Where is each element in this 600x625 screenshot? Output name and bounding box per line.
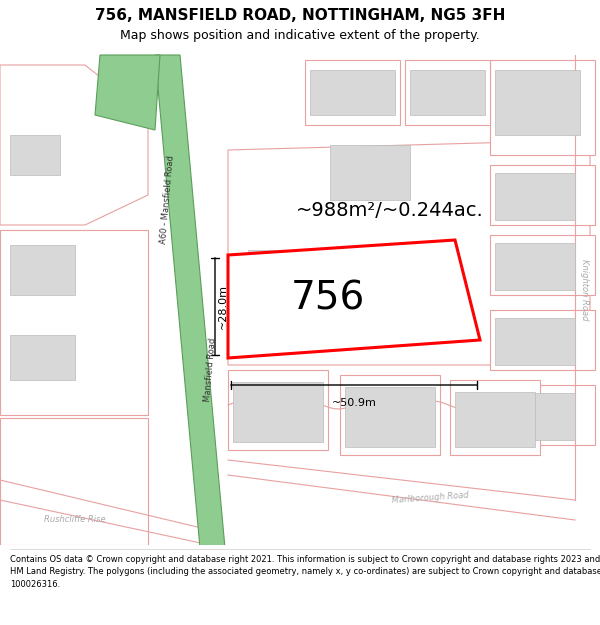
Polygon shape <box>490 60 595 155</box>
Bar <box>495 318 575 365</box>
Text: 756: 756 <box>290 279 365 318</box>
Polygon shape <box>0 65 148 225</box>
Text: Contains OS data © Crown copyright and database right 2021. This information is : Contains OS data © Crown copyright and d… <box>10 555 600 589</box>
Bar <box>10 335 75 380</box>
Polygon shape <box>95 55 160 130</box>
Bar <box>233 382 323 442</box>
Bar <box>495 243 575 290</box>
Polygon shape <box>228 370 328 450</box>
Polygon shape <box>155 55 225 548</box>
Bar <box>495 173 575 220</box>
Polygon shape <box>305 60 400 125</box>
Bar <box>10 245 75 295</box>
Bar <box>330 145 410 200</box>
Bar <box>495 393 575 440</box>
Text: A60 - Mansfield Road: A60 - Mansfield Road <box>158 156 175 244</box>
Text: Rushcliffe Rise: Rushcliffe Rise <box>44 516 106 524</box>
Polygon shape <box>228 240 480 358</box>
Text: Marlborough Road: Marlborough Road <box>391 491 469 505</box>
Bar <box>410 70 485 115</box>
Polygon shape <box>0 418 148 545</box>
Polygon shape <box>228 140 590 365</box>
Text: ~28.0m: ~28.0m <box>218 284 228 329</box>
Bar <box>495 70 580 135</box>
Polygon shape <box>490 235 595 295</box>
Text: Mansfield Road: Mansfield Road <box>203 338 217 402</box>
Bar <box>455 392 535 447</box>
Text: ~988m²/~0.244ac.: ~988m²/~0.244ac. <box>296 201 484 219</box>
Polygon shape <box>0 230 148 415</box>
Polygon shape <box>405 60 490 125</box>
Text: Map shows position and indicative extent of the property.: Map shows position and indicative extent… <box>120 29 480 42</box>
Text: ~50.9m: ~50.9m <box>332 398 376 408</box>
Polygon shape <box>450 380 540 455</box>
Polygon shape <box>340 375 440 455</box>
Polygon shape <box>490 310 595 370</box>
Polygon shape <box>490 385 595 445</box>
Bar <box>345 387 435 447</box>
Polygon shape <box>490 165 595 225</box>
Bar <box>248 250 318 305</box>
Bar <box>10 135 60 175</box>
Text: 756, MANSFIELD ROAD, NOTTINGHAM, NG5 3FH: 756, MANSFIELD ROAD, NOTTINGHAM, NG5 3FH <box>95 8 505 22</box>
Bar <box>310 70 395 115</box>
Text: Knighton Road: Knighton Road <box>581 259 589 321</box>
